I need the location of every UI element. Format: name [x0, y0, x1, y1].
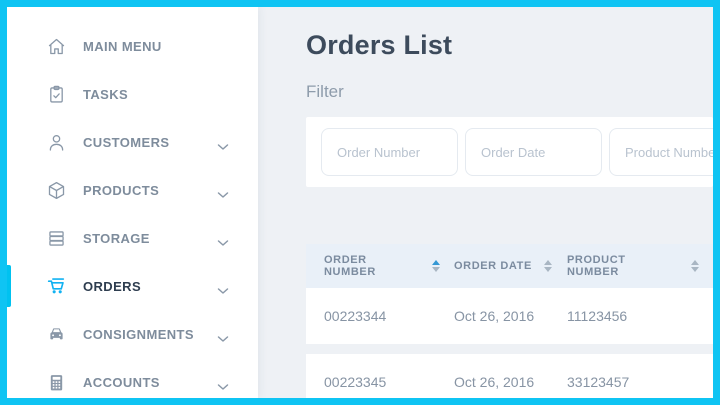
cell-product-number: 33123457 [567, 374, 630, 390]
sort-icon [691, 260, 699, 272]
sidebar-item-label: ACCOUNTS [83, 374, 160, 390]
product-number-input[interactable] [609, 128, 713, 176]
column-header-order-date[interactable]: ORDER DATE [454, 260, 567, 272]
table-row[interactable]: 00223344 Oct 26, 2016 11123456 [306, 288, 713, 344]
column-header-order-number[interactable]: ORDER NUMBER [324, 254, 454, 278]
column-header-product-number[interactable]: PRODUCT NUMBER [567, 254, 713, 278]
sidebar-item-label: STORAGE [83, 230, 150, 246]
sidebar-item-label: CUSTOMERS [83, 134, 170, 150]
sidebar: MAIN MENU TASKS CUSTOMERS PRODUCTS [7, 7, 258, 398]
customer-icon [45, 131, 67, 153]
cell-order-date: Oct 26, 2016 [454, 308, 535, 324]
filter-card [306, 117, 713, 187]
sidebar-item-customers[interactable]: CUSTOMERS [7, 118, 258, 166]
order-date-input[interactable] [465, 128, 602, 176]
table-header-row: ORDER NUMBER ORDER DATE PRODUCT NUMBER [306, 244, 713, 288]
chevron-down-icon [217, 138, 229, 150]
sidebar-item-label: CONSIGNMENTS [83, 326, 194, 342]
column-header-label: ORDER NUMBER [324, 254, 376, 278]
row-divider [306, 344, 713, 354]
sidebar-item-consignments[interactable]: CONSIGNMENTS [7, 310, 258, 358]
page-title: Orders List [306, 30, 453, 60]
column-header-label: PRODUCT NUMBER [567, 254, 626, 278]
sidebar-item-tasks[interactable]: TASKS [7, 70, 258, 118]
table-row[interactable]: 00223345 Oct 26, 2016 33123457 [306, 354, 713, 398]
orders-table: ORDER NUMBER ORDER DATE PRODUCT NUMBER 0… [306, 244, 713, 398]
chevron-down-icon [217, 234, 229, 246]
order-number-input[interactable] [321, 128, 458, 176]
sidebar-item-main-menu[interactable]: MAIN MENU [7, 22, 258, 70]
tasks-icon [45, 83, 67, 105]
chevron-down-icon [217, 282, 229, 294]
chevron-down-icon [217, 330, 229, 342]
cell-order-number: 00223344 [324, 308, 387, 324]
product-box-icon [45, 179, 67, 201]
cell-order-number: 00223345 [324, 374, 387, 390]
home-icon [45, 35, 67, 57]
active-indicator [7, 265, 11, 307]
column-header-label: ORDER DATE [454, 260, 532, 272]
chevron-down-icon [217, 378, 229, 390]
sidebar-item-accounts[interactable]: ACCOUNTS [7, 358, 258, 398]
filter-label: Filter [306, 82, 344, 101]
sidebar-item-label: PRODUCTS [83, 182, 160, 198]
sidebar-item-label: MAIN MENU [83, 38, 162, 54]
sidebar-item-label: ORDERS [83, 278, 142, 294]
sort-icon [543, 260, 552, 272]
storage-icon [45, 227, 67, 249]
main-content: Orders List Filter ORDER NUMBER ORDER DA… [258, 7, 713, 398]
calculator-icon [45, 371, 67, 393]
cart-icon [45, 275, 67, 297]
sidebar-item-products[interactable]: PRODUCTS [7, 166, 258, 214]
car-icon [45, 323, 67, 345]
sort-icon [432, 260, 440, 272]
chevron-down-icon [217, 186, 229, 198]
sidebar-item-storage[interactable]: STORAGE [7, 214, 258, 262]
sidebar-item-orders[interactable]: ORDERS [7, 262, 258, 310]
cell-order-date: Oct 26, 2016 [454, 374, 535, 390]
sidebar-item-label: TASKS [83, 86, 129, 102]
cell-product-number: 11123456 [567, 308, 628, 324]
